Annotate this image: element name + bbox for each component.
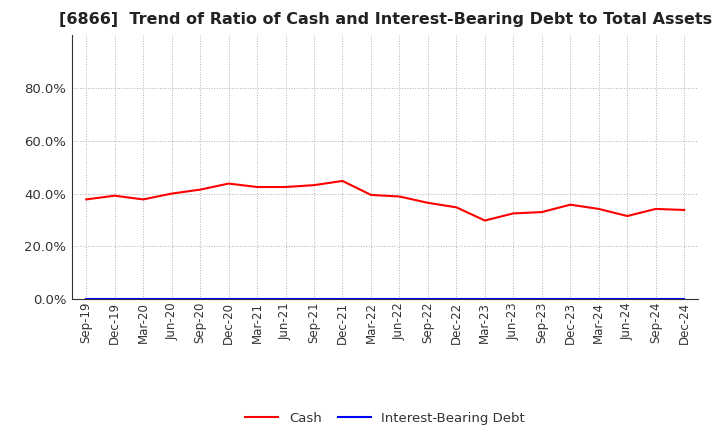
Cash bbox=[537, 209, 546, 215]
Cash bbox=[167, 191, 176, 196]
Cash bbox=[395, 194, 404, 199]
Cash bbox=[196, 187, 204, 192]
Interest-Bearing Debt bbox=[82, 297, 91, 302]
Interest-Bearing Debt bbox=[480, 297, 489, 302]
Line: Cash: Cash bbox=[86, 181, 684, 220]
Interest-Bearing Debt bbox=[338, 297, 347, 302]
Interest-Bearing Debt bbox=[566, 297, 575, 302]
Interest-Bearing Debt bbox=[167, 297, 176, 302]
Interest-Bearing Debt bbox=[509, 297, 518, 302]
Cash bbox=[338, 178, 347, 183]
Cash bbox=[225, 181, 233, 186]
Legend: Cash, Interest-Bearing Debt: Cash, Interest-Bearing Debt bbox=[240, 406, 530, 430]
Cash bbox=[566, 202, 575, 207]
Cash bbox=[652, 206, 660, 212]
Interest-Bearing Debt bbox=[537, 297, 546, 302]
Cash bbox=[282, 184, 290, 190]
Cash bbox=[480, 218, 489, 223]
Interest-Bearing Debt bbox=[395, 297, 404, 302]
Interest-Bearing Debt bbox=[680, 297, 688, 302]
Interest-Bearing Debt bbox=[225, 297, 233, 302]
Cash bbox=[110, 193, 119, 198]
Cash bbox=[680, 207, 688, 213]
Cash bbox=[139, 197, 148, 202]
Cash bbox=[82, 197, 91, 202]
Interest-Bearing Debt bbox=[110, 297, 119, 302]
Interest-Bearing Debt bbox=[366, 297, 375, 302]
Cash bbox=[253, 184, 261, 190]
Interest-Bearing Debt bbox=[452, 297, 461, 302]
Interest-Bearing Debt bbox=[139, 297, 148, 302]
Title: [6866]  Trend of Ratio of Cash and Interest-Bearing Debt to Total Assets: [6866] Trend of Ratio of Cash and Intere… bbox=[58, 12, 712, 27]
Interest-Bearing Debt bbox=[253, 297, 261, 302]
Cash bbox=[366, 192, 375, 198]
Cash bbox=[423, 200, 432, 205]
Cash bbox=[452, 205, 461, 210]
Cash bbox=[595, 206, 603, 212]
Interest-Bearing Debt bbox=[196, 297, 204, 302]
Cash bbox=[623, 213, 631, 219]
Interest-Bearing Debt bbox=[282, 297, 290, 302]
Interest-Bearing Debt bbox=[423, 297, 432, 302]
Cash bbox=[509, 211, 518, 216]
Interest-Bearing Debt bbox=[623, 297, 631, 302]
Interest-Bearing Debt bbox=[595, 297, 603, 302]
Interest-Bearing Debt bbox=[310, 297, 318, 302]
Cash bbox=[310, 183, 318, 188]
Interest-Bearing Debt bbox=[652, 297, 660, 302]
